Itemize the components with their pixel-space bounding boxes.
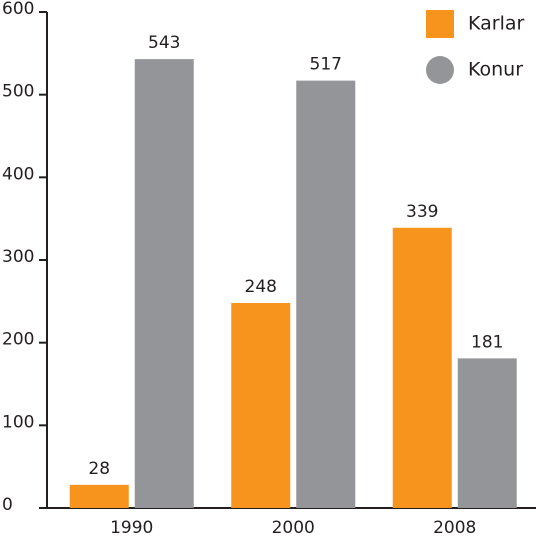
legend-swatch bbox=[426, 10, 454, 38]
y-tick-label: 600 bbox=[2, 0, 34, 19]
bar bbox=[231, 302, 291, 508]
legend-label: Konur bbox=[468, 59, 523, 81]
bar bbox=[69, 484, 129, 508]
legend-label: Karlar bbox=[468, 13, 525, 35]
bar bbox=[134, 59, 194, 509]
y-tick-label: 0 bbox=[2, 495, 13, 515]
x-tick-label: 1990 bbox=[110, 518, 153, 538]
y-tick-label: 400 bbox=[2, 164, 34, 184]
x-tick-label: 2008 bbox=[433, 518, 476, 538]
y-tick-label: 200 bbox=[2, 330, 34, 350]
legend-swatch bbox=[426, 56, 454, 84]
value-label: 543 bbox=[148, 33, 180, 53]
value-label: 248 bbox=[245, 277, 277, 297]
value-label: 339 bbox=[406, 202, 438, 222]
bar bbox=[296, 80, 356, 508]
bar bbox=[392, 227, 452, 508]
bar bbox=[457, 358, 517, 508]
value-label: 517 bbox=[310, 55, 342, 75]
value-label: 28 bbox=[88, 459, 110, 479]
x-tick-label: 2000 bbox=[272, 518, 315, 538]
y-tick-label: 300 bbox=[2, 247, 34, 267]
value-label: 181 bbox=[471, 332, 503, 352]
y-tick-label: 100 bbox=[2, 412, 34, 432]
y-tick-label: 500 bbox=[2, 82, 34, 102]
